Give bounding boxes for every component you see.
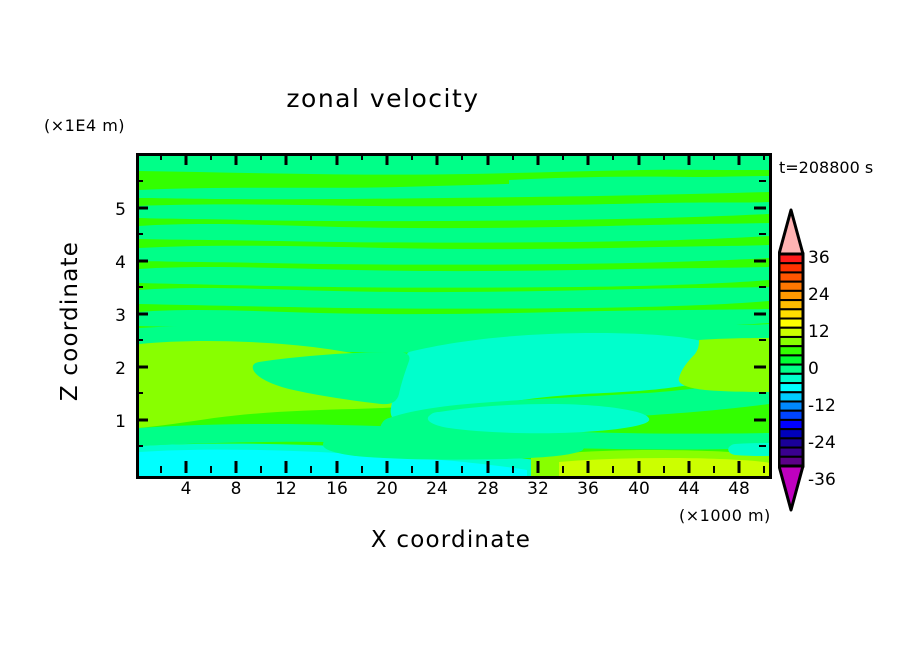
- colorbar-band: [778, 289, 804, 302]
- colorbar-band: [778, 308, 804, 320]
- x-tick-label: 4: [180, 479, 192, 499]
- colorbar-band: [778, 446, 804, 458]
- colorbar: 36 24 12 0 -12 -24 -36: [777, 196, 898, 526]
- time-annotation: t=208800 s: [779, 158, 874, 177]
- x-axis-title: X coordinate: [370, 527, 532, 553]
- colorbar-band: [778, 437, 804, 449]
- colorbar-band: [778, 280, 804, 292]
- y-axis-title: Z coordinate: [57, 240, 83, 402]
- colorbar-band: [778, 363, 804, 375]
- colorbar-band: [778, 317, 804, 329]
- colorbar-band: [778, 262, 804, 274]
- colorbar-band: [778, 382, 804, 394]
- colorbar-band: [778, 400, 804, 412]
- x-axis-unit-label: (×1000 m): [679, 506, 771, 525]
- colorbar-band: [778, 326, 804, 338]
- x-tick-label: 8: [230, 479, 242, 499]
- x-tick-label: 40: [628, 479, 650, 499]
- page-title: zonal velocity: [286, 84, 480, 113]
- colorbar-tick-label: 24: [808, 285, 830, 305]
- colorbar-band: [778, 428, 804, 440]
- colorbar-tick-label: -36: [808, 470, 836, 490]
- y-tick-label: 2: [115, 359, 126, 379]
- y-tick-label: 3: [115, 306, 126, 326]
- x-tick-label: 24: [426, 479, 448, 499]
- x-tick-label: 48: [728, 479, 750, 499]
- colorbar-band: [778, 372, 804, 385]
- colorbar-tick-label: -24: [808, 433, 836, 453]
- colorbar-band: [778, 418, 804, 431]
- x-tick-label: 28: [477, 479, 499, 499]
- colorbar-tick-label: 36: [808, 248, 830, 268]
- y-axis-unit-label: (×1E4 m): [44, 116, 126, 135]
- x-tick-label: 36: [577, 479, 599, 499]
- x-tick-label: 20: [376, 479, 398, 499]
- y-tick-label: 1: [115, 412, 126, 432]
- colorbar-tick-label: 12: [808, 322, 830, 342]
- colorbar-swatches: [777, 208, 805, 512]
- contour-plot-area: [136, 153, 772, 479]
- colorbar-band: [778, 391, 804, 403]
- x-tick-label: 12: [275, 479, 297, 499]
- colorbar-band: [778, 354, 804, 366]
- x-tick-label: 32: [527, 479, 549, 499]
- y-tick-label: 4: [115, 253, 126, 273]
- colorbar-band: [778, 345, 804, 357]
- colorbar-tick-label: 0: [808, 359, 819, 379]
- y-tick-label: 5: [115, 200, 126, 220]
- colorbar-band: [778, 271, 804, 283]
- colorbar-band: [778, 335, 804, 348]
- colorbar-band: [778, 299, 804, 311]
- colorbar-band: [778, 409, 804, 421]
- x-tick-label: 44: [678, 479, 700, 499]
- x-tick-label: 16: [326, 479, 348, 499]
- contour-field: [139, 156, 769, 476]
- colorbar-tick-label: -12: [808, 396, 836, 416]
